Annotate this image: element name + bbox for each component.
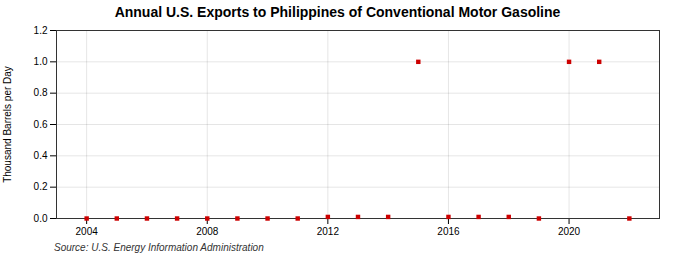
svg-text:2020: 2020 bbox=[558, 226, 581, 237]
svg-text:1.2: 1.2 bbox=[34, 25, 48, 36]
svg-text:2008: 2008 bbox=[196, 226, 219, 237]
svg-text:2016: 2016 bbox=[437, 226, 460, 237]
svg-text:0.4: 0.4 bbox=[34, 150, 48, 161]
svg-text:2004: 2004 bbox=[76, 226, 99, 237]
svg-text:1.0: 1.0 bbox=[34, 56, 48, 67]
svg-text:0.2: 0.2 bbox=[34, 181, 48, 192]
svg-text:0.6: 0.6 bbox=[34, 119, 48, 130]
html-text:Annual U.S. Exports to Philipp: Annual U.S. Exports to Philippines of Co… bbox=[114, 4, 561, 20]
svg-text:0.0: 0.0 bbox=[34, 213, 48, 224]
svg-text:0.8: 0.8 bbox=[34, 87, 48, 98]
svg-text:2012: 2012 bbox=[317, 226, 340, 237]
svg-text:Thousand Barrels per Day: Thousand Barrels per Day bbox=[2, 66, 13, 183]
html-text:Source: U.S. Energy Informatio: Source: U.S. Energy Information Administ… bbox=[54, 242, 264, 253]
